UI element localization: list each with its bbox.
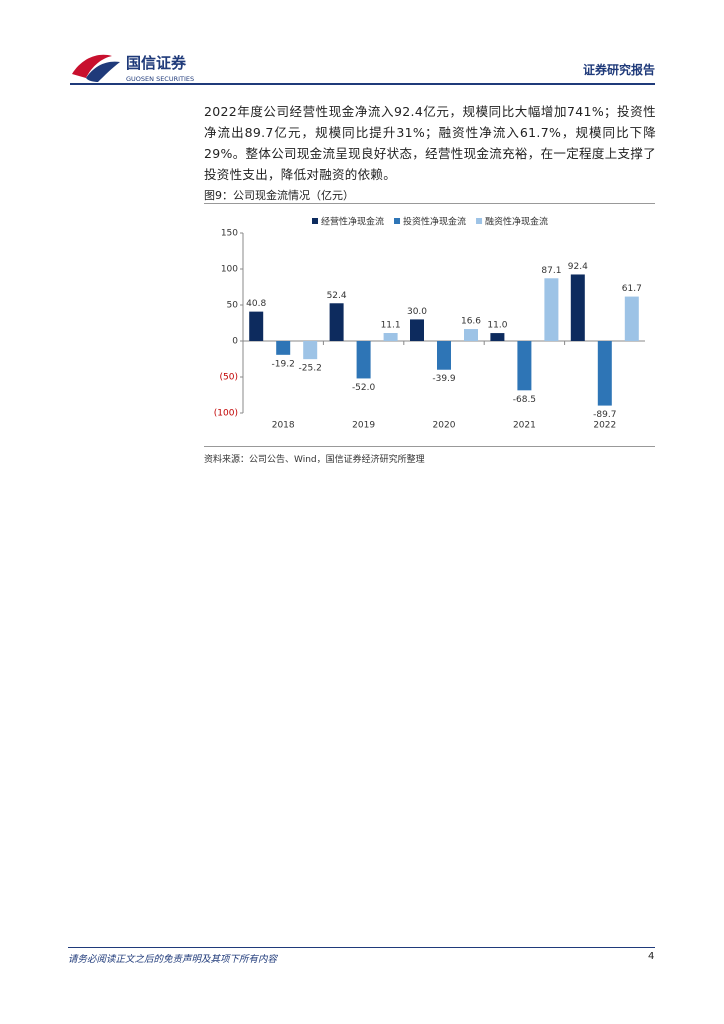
bar <box>329 303 344 341</box>
data-label: -89.7 <box>593 410 616 420</box>
data-label: -25.2 <box>299 364 322 374</box>
logo-en: GUOSEN SECURITIES <box>126 75 194 83</box>
data-label: -52.0 <box>352 383 376 393</box>
chart: (100) (50) 0 50 100 150 经营性净现金流 投资性净现金流 融资性净现金流 2… <box>214 216 645 431</box>
bar <box>249 311 264 341</box>
data-label: 30.0 <box>407 307 427 317</box>
x-tick-label: 2020 <box>433 421 456 431</box>
data-label: -39.9 <box>432 374 456 384</box>
report-type: 证券研究报告 <box>582 63 655 77</box>
y-tick-label: 150 <box>221 229 238 239</box>
header-rule <box>70 83 655 85</box>
logo-cn: 国信证券 <box>126 54 187 72</box>
data-label: -19.2 <box>272 359 295 369</box>
y-tick-label: 50 <box>227 301 239 311</box>
footer-rule <box>68 947 655 948</box>
legend-swatch <box>394 218 401 224</box>
data-label: 16.6 <box>461 317 481 327</box>
legend-label: 融资性净现金流 <box>485 216 548 228</box>
x-tick-label: 2021 <box>513 421 536 431</box>
y-tick-label: 0 <box>232 337 238 347</box>
bar <box>517 341 532 391</box>
data-label: 40.8 <box>246 299 266 309</box>
bar <box>276 341 291 355</box>
bar <box>490 333 505 341</box>
bar <box>383 333 398 341</box>
logo: 国信证券 GUOSEN SECURITIES <box>72 54 194 83</box>
page-number: 4 <box>648 951 655 962</box>
bar <box>464 329 478 341</box>
y-tick-label: (100) <box>214 409 238 419</box>
x-tick-label: 2022 <box>593 421 616 431</box>
source: 资料来源：公司公告、Wind，国信证券经济研究所整理 <box>204 455 425 465</box>
paragraph: 2022年度公司经营性现金净流入92.4亿元，规模同比大幅增加741%；投资性净… <box>204 104 656 182</box>
bar <box>544 278 559 341</box>
source-rule <box>204 446 655 447</box>
caption-rule <box>204 203 655 204</box>
x-tick-label: 2018 <box>272 421 295 431</box>
data-label: 61.7 <box>622 284 642 294</box>
bar <box>303 341 318 360</box>
data-label: 52.4 <box>327 291 347 301</box>
bar <box>597 341 612 406</box>
bar <box>356 341 371 379</box>
bar <box>410 319 424 341</box>
data-label: 11.0 <box>487 321 507 331</box>
figure-caption: 图9：公司现金流情况（亿元） <box>204 189 354 202</box>
data-label: 92.4 <box>568 262 588 272</box>
y-tick-label: (50) <box>220 373 238 383</box>
x-tick-label: 2019 <box>352 421 375 431</box>
legend-label: 投资性净现金流 <box>403 216 466 228</box>
y-tick-label: 100 <box>221 265 238 275</box>
legend-label: 经营性净现金流 <box>321 216 384 228</box>
legend-swatch <box>476 218 483 224</box>
data-label: 87.1 <box>541 266 561 276</box>
disclaimer: 请务必阅读正文之后的免责声明及其项下所有内容 <box>68 954 278 965</box>
bar <box>437 341 451 370</box>
legend-swatch <box>312 218 318 224</box>
bar <box>570 274 585 341</box>
data-label: 11.1 <box>381 321 401 331</box>
data-label: -68.5 <box>513 395 536 405</box>
bar <box>624 296 639 341</box>
